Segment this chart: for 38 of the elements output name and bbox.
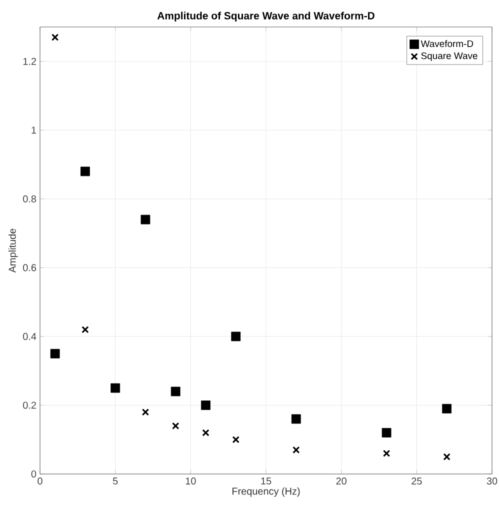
point (201, 400, 210, 410)
point (442, 404, 452, 414)
point (170, 386, 180, 396)
x-tick-label: 5 (112, 478, 118, 484)
point (82, 326, 89, 334)
point (382, 428, 392, 438)
point (140, 214, 150, 224)
x-tick-label: 25 (412, 478, 422, 485)
y-tick-label: 1.2 (23, 58, 36, 65)
point (50, 348, 60, 358)
point (110, 383, 120, 393)
point (80, 166, 90, 176)
x-tick-label: 0 (38, 478, 42, 485)
y-tick-label: 0.8 (23, 195, 36, 202)
point (231, 332, 241, 342)
point (232, 436, 240, 444)
x-tick-label: 30 (486, 478, 498, 485)
x-tick-label: 15 (261, 478, 272, 484)
x-tick-label: 20 (336, 478, 346, 485)
x-tick-label: 10 (186, 478, 196, 485)
point (291, 414, 301, 424)
y-axis-title: Amplitude (8, 228, 18, 273)
point (51, 34, 59, 41)
x-axis-title: Frequency (Hz) (232, 487, 300, 497)
y-tick-label: 0 (31, 470, 36, 478)
chart-title: Amplitude of Square Wave and Waveform-D (157, 12, 374, 22)
point (443, 453, 450, 460)
legend-label: Square Wave (421, 52, 478, 62)
legend-label: Waveform-D (420, 40, 474, 48)
y-tick-label: 0.4 (23, 332, 36, 340)
y-tick-label: 0.6 (23, 264, 36, 272)
point (142, 408, 150, 416)
y-tick-label: 0.2 (23, 402, 36, 409)
point (292, 446, 300, 454)
point (382, 450, 390, 457)
point (202, 429, 210, 436)
point (172, 422, 180, 430)
y-tick-label: 1 (32, 126, 36, 134)
